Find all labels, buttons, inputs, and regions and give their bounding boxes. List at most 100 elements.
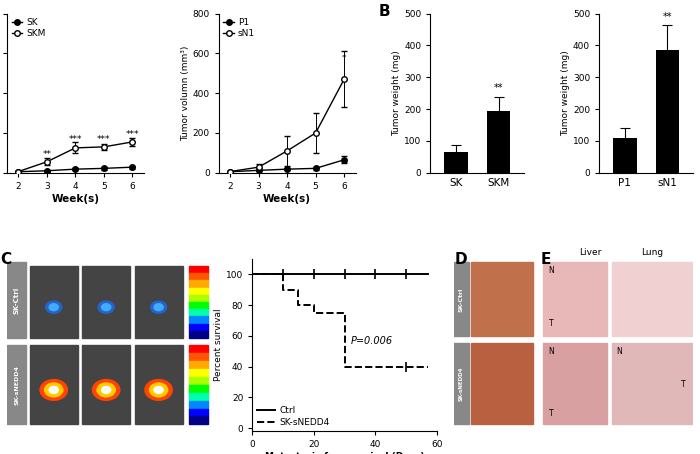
- X-axis label: Week(s): Week(s): [51, 193, 99, 203]
- X-axis label: Metastasis-free survival (Days): Metastasis-free survival (Days): [265, 452, 424, 454]
- SK-sNEDD4: [279, 287, 287, 292]
- Circle shape: [150, 301, 167, 313]
- Text: **: **: [494, 84, 503, 94]
- Text: SK-Ctrl: SK-Ctrl: [459, 287, 464, 311]
- SK-sNEDD4: [248, 271, 256, 277]
- Bar: [134, 266, 183, 338]
- SK-sNEDD4: [309, 310, 318, 316]
- Bar: [613, 138, 636, 173]
- Bar: [190, 345, 208, 353]
- Text: E: E: [540, 252, 550, 267]
- Bar: [471, 343, 533, 424]
- Bar: [7, 262, 27, 338]
- Bar: [7, 345, 27, 424]
- Bar: [30, 345, 78, 424]
- Bar: [190, 309, 208, 316]
- Text: **: **: [663, 11, 672, 22]
- Legend: SK, SKM: SK, SKM: [11, 18, 46, 38]
- Legend: Ctrl, SK-sNEDD4: Ctrl, SK-sNEDD4: [257, 406, 330, 427]
- SK-sNEDD4: [294, 302, 302, 308]
- Bar: [190, 409, 208, 416]
- Bar: [444, 152, 468, 173]
- Bar: [190, 287, 208, 295]
- Circle shape: [98, 301, 114, 313]
- Circle shape: [145, 380, 172, 400]
- Bar: [190, 416, 208, 424]
- SK-sNEDD4: [424, 364, 432, 370]
- Bar: [190, 331, 208, 338]
- Circle shape: [102, 304, 111, 311]
- Bar: [471, 262, 533, 336]
- Text: SK-sNEDD4: SK-sNEDD4: [459, 367, 464, 401]
- Bar: [190, 266, 208, 273]
- Circle shape: [45, 383, 63, 397]
- Text: C: C: [0, 252, 11, 267]
- Text: B: B: [379, 4, 391, 19]
- Bar: [542, 343, 607, 424]
- Bar: [190, 280, 208, 287]
- Bar: [487, 111, 510, 173]
- Text: SK-Ctrl: SK-Ctrl: [13, 286, 20, 314]
- Text: ***: ***: [97, 135, 111, 144]
- Bar: [454, 343, 468, 424]
- Text: T: T: [549, 319, 553, 328]
- Circle shape: [150, 383, 168, 397]
- Circle shape: [154, 304, 163, 311]
- Text: N: N: [617, 347, 622, 356]
- Circle shape: [49, 386, 58, 393]
- Text: **: **: [43, 150, 51, 159]
- Text: D: D: [454, 252, 467, 267]
- SK-sNEDD4: [294, 287, 302, 292]
- Circle shape: [154, 386, 163, 393]
- Bar: [656, 50, 679, 173]
- Bar: [190, 369, 208, 377]
- Text: *: *: [342, 54, 346, 64]
- Bar: [190, 353, 208, 361]
- Bar: [190, 361, 208, 369]
- Text: N: N: [549, 347, 554, 356]
- X-axis label: Week(s): Week(s): [263, 193, 311, 203]
- Circle shape: [49, 304, 58, 311]
- Circle shape: [46, 301, 62, 313]
- Bar: [612, 262, 693, 336]
- Bar: [82, 345, 130, 424]
- Y-axis label: Tumor volumn (mm³): Tumor volumn (mm³): [181, 45, 190, 141]
- Circle shape: [92, 380, 120, 400]
- Bar: [454, 262, 468, 336]
- SK-sNEDD4: [279, 271, 287, 277]
- Bar: [612, 343, 693, 424]
- Bar: [190, 324, 208, 331]
- Bar: [190, 385, 208, 393]
- Y-axis label: Percent survival: Percent survival: [214, 309, 223, 381]
- Bar: [82, 266, 130, 338]
- Bar: [190, 316, 208, 324]
- Y-axis label: Tumor weight (mg): Tumor weight (mg): [561, 50, 570, 136]
- Line: SK-sNEDD4: SK-sNEDD4: [252, 274, 428, 367]
- Text: ***: ***: [125, 130, 139, 139]
- Bar: [190, 302, 208, 309]
- Text: N: N: [549, 266, 554, 275]
- Bar: [190, 400, 208, 409]
- Text: SK-sNEDD4: SK-sNEDD4: [14, 365, 19, 405]
- Text: ***: ***: [69, 135, 82, 144]
- Legend: P1, sN1: P1, sN1: [223, 18, 255, 38]
- SK-sNEDD4: [340, 310, 349, 316]
- Text: T: T: [549, 409, 553, 418]
- Bar: [190, 393, 208, 400]
- Bar: [190, 295, 208, 302]
- Circle shape: [97, 383, 116, 397]
- Text: P=0.006: P=0.006: [351, 336, 393, 345]
- Bar: [190, 273, 208, 280]
- Text: T: T: [681, 380, 686, 389]
- Text: Liver: Liver: [579, 248, 601, 257]
- Y-axis label: Tumor weight (mg): Tumor weight (mg): [393, 50, 401, 136]
- Bar: [30, 266, 78, 338]
- Bar: [134, 345, 183, 424]
- Bar: [190, 377, 208, 385]
- Bar: [542, 262, 607, 336]
- SK-sNEDD4: [340, 364, 349, 370]
- Circle shape: [40, 380, 67, 400]
- Text: Lung: Lung: [641, 248, 664, 257]
- SK-sNEDD4: [309, 302, 318, 308]
- Circle shape: [102, 386, 111, 393]
